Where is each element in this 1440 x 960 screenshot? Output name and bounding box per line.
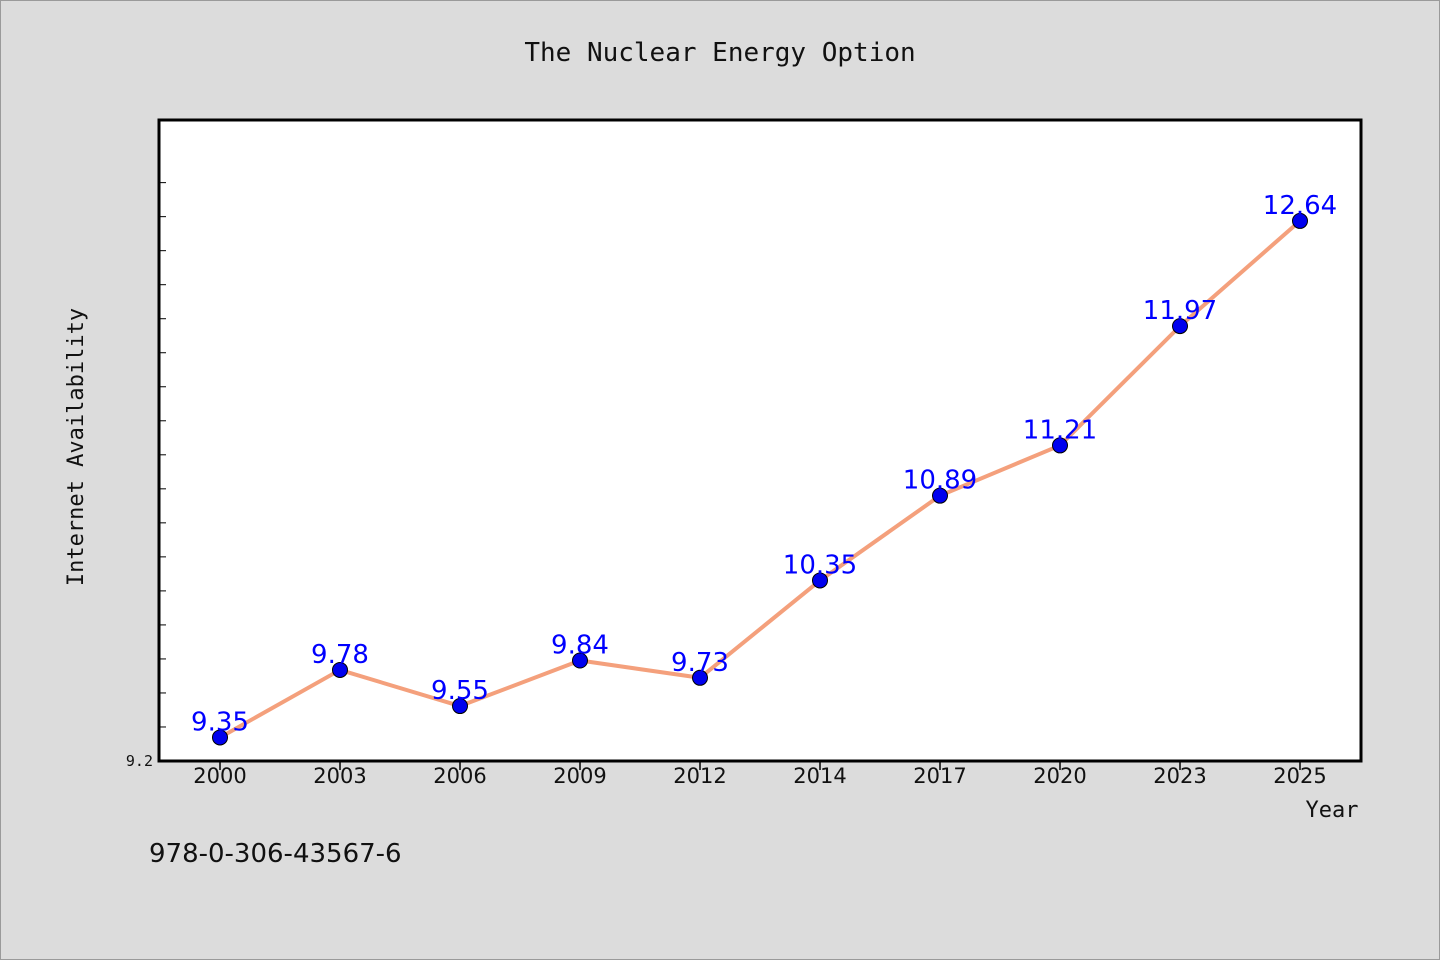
data-label: 9.73 [671, 648, 729, 678]
x-tick-label: 2003 [313, 764, 366, 788]
y-axis-ticks: 9.2 [126, 182, 166, 770]
data-label: 11.21 [1023, 415, 1097, 445]
y-tick-label: 9.2 [126, 752, 153, 770]
data-labels: 9.35 9.78 9.55 9.84 9.73 10.35 10.89 11.21 11.97… [191, 191, 1337, 738]
data-point [332, 661, 348, 678]
data-label: 9.35 [191, 707, 249, 737]
x-tick-label: 2000 [193, 764, 246, 788]
data-point [1052, 437, 1068, 454]
data-point [572, 652, 588, 669]
data-point [692, 669, 708, 686]
isbn-label: 978-0-306-43567-6 [149, 839, 402, 869]
x-axis-label: Year [1306, 798, 1359, 823]
x-tick-label: 2009 [553, 764, 606, 788]
x-tick-label: 2014 [793, 764, 846, 788]
data-point [932, 487, 948, 504]
series-line [219, 219, 1302, 740]
data-point [1292, 212, 1308, 229]
x-tick-label: 2006 [433, 764, 486, 788]
data-label: 10.35 [783, 550, 857, 580]
chart-title: The Nuclear Energy Option [524, 38, 915, 68]
data-point [1172, 318, 1188, 335]
data-point [452, 698, 468, 715]
y-axis-label: Internet Availability [64, 308, 89, 586]
data-label: 11.97 [1143, 296, 1217, 326]
data-point [212, 729, 228, 746]
x-axis-ticks: 2000 2003 2006 2009 2012 2014 2017 2020 2023 2025 [193, 761, 1327, 788]
plot-area [157, 118, 1363, 763]
data-label: 9.78 [311, 640, 369, 670]
x-tick-label: 2012 [673, 764, 726, 788]
data-point [812, 572, 828, 589]
x-tick-label: 2017 [913, 764, 966, 788]
data-markers [212, 212, 1308, 746]
x-tick-label: 2023 [1153, 764, 1206, 788]
data-label: 10.89 [903, 466, 977, 496]
data-label: 9.55 [431, 676, 489, 706]
data-label: 9.84 [551, 631, 609, 661]
data-label: 12.64 [1263, 191, 1337, 221]
x-tick-label: 2025 [1273, 764, 1326, 788]
x-tick-label: 2020 [1033, 764, 1086, 788]
